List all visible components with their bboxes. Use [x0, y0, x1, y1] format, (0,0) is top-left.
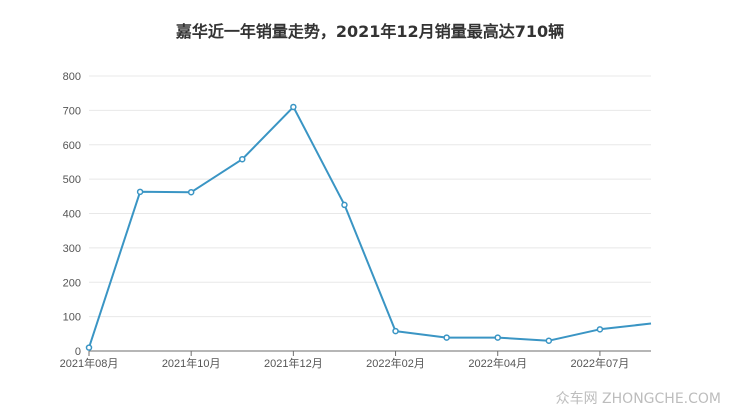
- x-tick-label: 2022年02月: [366, 356, 425, 370]
- x-axis: 2021年08月 2021年10月 2021年12月 2022年02月 2022年04月…: [60, 350, 651, 370]
- x-tick-label: 2021年12月: [264, 356, 323, 370]
- y-tick-label: 800: [63, 71, 81, 83]
- y-tick-label: 600: [63, 140, 81, 152]
- y-tick-label: 400: [63, 209, 81, 221]
- data-point: [239, 155, 246, 163]
- y-tick-label: 700: [63, 105, 81, 117]
- data-point: [136, 188, 144, 196]
- chart-title: 嘉华近一年销量走势，2021年12月销量最高达710辆: [175, 22, 564, 41]
- x-tick-label: 2022年07月: [571, 356, 630, 370]
- data-point: [341, 201, 348, 209]
- x-tick-label: 2021年10月: [162, 356, 221, 370]
- data-point: [85, 344, 93, 351]
- data-point: [596, 326, 604, 333]
- grid-lines: [89, 75, 651, 318]
- y-tick-label: 500: [63, 174, 81, 186]
- data-point: [443, 334, 450, 341]
- data-point: [290, 103, 297, 111]
- watermark-text: 众车网 ZHONGCHE.COM: [556, 390, 721, 407]
- y-tick-label: 200: [63, 277, 81, 289]
- series-line: [88, 105, 652, 348]
- data-point: [494, 334, 501, 341]
- data-point: [545, 337, 553, 344]
- data-point: [187, 188, 195, 196]
- y-tick-label: 0: [75, 346, 81, 358]
- data-point: [392, 327, 399, 335]
- x-tick-label: 2022年04月: [468, 356, 527, 370]
- y-axis: 0 100 200 300 400 500 600 700 800: [63, 71, 81, 358]
- y-tick-label: 100: [63, 312, 81, 324]
- x-tick-label: 2021年08月: [60, 356, 119, 370]
- y-tick-label: 300: [63, 243, 81, 255]
- sales-series: [85, 103, 652, 351]
